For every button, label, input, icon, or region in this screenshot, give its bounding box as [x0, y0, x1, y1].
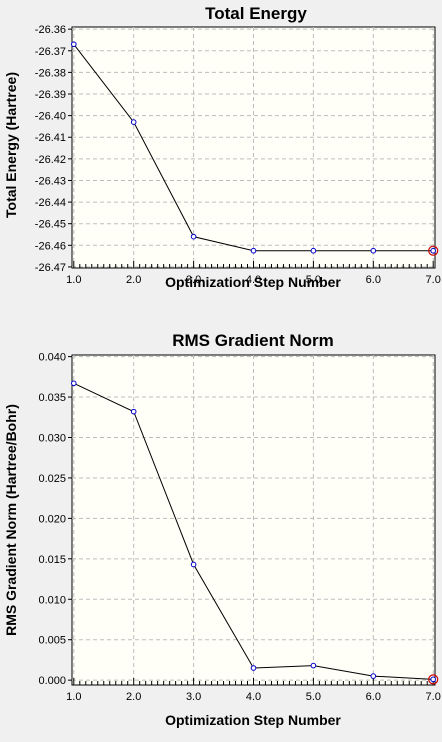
- y-tick-label: 0.040: [38, 352, 66, 364]
- rms-gradient-chart: RMS Gradient Norm 0.0000.0050.0100.0150.…: [3, 331, 441, 728]
- series-total-energy: [70, 41, 439, 256]
- y-tick-label: -26.38: [35, 67, 66, 79]
- y-tick-label: -26.40: [35, 111, 66, 123]
- x-tick-label: 1.0: [66, 274, 81, 286]
- data-point[interactable]: [310, 247, 317, 254]
- y-tick-label: -26.42: [35, 154, 66, 166]
- x-axis-label: Optimization Step Number: [165, 712, 341, 728]
- grid: [68, 27, 435, 268]
- chart-title: Total Energy: [205, 4, 307, 23]
- x-tick-label: 6.0: [366, 691, 381, 703]
- y-tick-label: 0.035: [38, 392, 66, 404]
- y-tick-label: -26.37: [35, 46, 66, 58]
- x-tick-label: 4.0: [246, 274, 261, 286]
- y-tick-label: -26.43: [35, 175, 66, 187]
- grid: [68, 355, 435, 685]
- y-tick-label: -26.47: [35, 262, 66, 274]
- data-point[interactable]: [430, 676, 437, 683]
- y-tick-label: 0.000: [38, 675, 66, 687]
- x-tick-label: 7.0: [426, 274, 441, 286]
- x-axis-label: Optimization Step Number: [165, 274, 341, 290]
- x-tick-label: 5.0: [306, 691, 321, 703]
- x-tick-labels: 1.0 2.0 3.0 4.0 5.0 6.0 7.0: [66, 274, 441, 286]
- y-tick-label: 0.010: [38, 594, 66, 606]
- x-tick-label: 6.0: [366, 274, 381, 286]
- x-tick-label: 1.0: [66, 691, 81, 703]
- data-point[interactable]: [430, 247, 437, 254]
- x-tick-label: 3.0: [186, 691, 201, 703]
- y-axis-label: Total Energy (Hartree): [3, 72, 19, 218]
- x-tick-label: 2.0: [126, 274, 141, 286]
- y-tick-labels: 0.000 0.005 0.010 0.015 0.020 0.025 0.030 0.035…: [38, 352, 66, 688]
- y-tick-label: -26.41: [35, 132, 66, 144]
- y-axis-label: RMS Gradient Norm (Hartree/Bohr): [3, 404, 19, 636]
- x-tick-label: 3.0: [186, 274, 201, 286]
- y-tick-label: -26.46: [35, 240, 66, 252]
- y-tick-labels: -26.36 -26.37 -26.38 -26.39 -26.40 -26.41 -26.…: [35, 24, 66, 274]
- data-point[interactable]: [70, 380, 77, 387]
- data-point[interactable]: [190, 233, 197, 240]
- y-tick-label: -26.45: [35, 219, 66, 231]
- data-point[interactable]: [250, 665, 257, 671]
- x-tick-labels: 1.0 2.0 3.0 4.0 5.0 6.0 7.0: [66, 691, 441, 703]
- x-minor-ticks: [73, 261, 434, 268]
- x-tick-label: 5.0: [306, 274, 321, 286]
- x-tick-label: 7.0: [426, 691, 441, 703]
- data-point[interactable]: [370, 673, 377, 679]
- data-point[interactable]: [70, 41, 77, 48]
- y-tick-label: -26.44: [35, 197, 66, 209]
- total-energy-chart: Total Energy -26.36-26.37-26.38-26.39-26…: [3, 4, 441, 290]
- x-tick-label: 4.0: [246, 691, 261, 703]
- x-tick-label: 2.0: [126, 691, 141, 703]
- selected-point-marker[interactable]: [428, 674, 439, 685]
- y-tick-label: 0.005: [38, 635, 66, 647]
- y-tick-label: 0.020: [38, 513, 66, 525]
- data-point[interactable]: [310, 662, 317, 669]
- chart-title: RMS Gradient Norm: [172, 331, 334, 350]
- y-tick-label: -26.36: [35, 24, 66, 36]
- y-tick-label: 0.030: [38, 433, 66, 445]
- data-point[interactable]: [130, 119, 137, 125]
- selected-point-marker[interactable]: [428, 245, 439, 256]
- y-tick-label: 0.025: [38, 473, 66, 485]
- data-point[interactable]: [130, 408, 137, 415]
- y-tick-label: -26.39: [35, 89, 66, 101]
- data-point[interactable]: [370, 247, 377, 254]
- data-point[interactable]: [190, 561, 197, 568]
- x-minor-ticks: [73, 678, 434, 685]
- data-point[interactable]: [250, 247, 257, 254]
- series-rms-gradient: [70, 380, 439, 685]
- y-tick-label: 0.015: [38, 554, 66, 566]
